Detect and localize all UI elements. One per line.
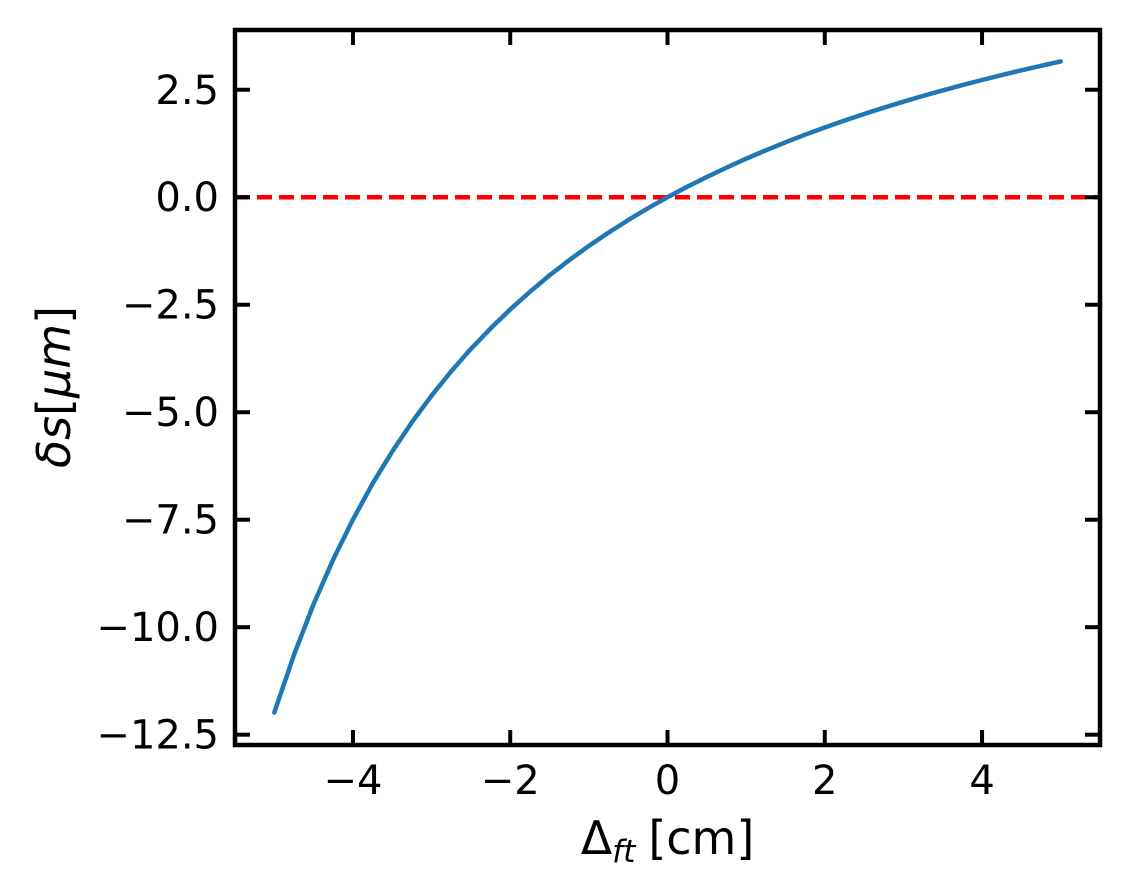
- y-tick-label: 0.0: [155, 175, 219, 221]
- y-tick-label: −10.0: [96, 605, 219, 651]
- y-tick-label: −7.5: [122, 498, 219, 544]
- x-axis-label-symbol: Δ: [580, 811, 613, 865]
- y-axis-label-close-bracket: ]: [27, 305, 81, 324]
- x-axis-label-subscript: ft: [612, 833, 636, 870]
- y-axis-label: δs[μm]: [24, 187, 84, 587]
- y-axis-label-open-bracket: [: [27, 397, 81, 416]
- plot-border: [232, 27, 1103, 748]
- y-tick-label: −2.5: [122, 283, 219, 329]
- x-tick-label: −4: [323, 758, 382, 804]
- y-axis-label-unit: μm: [27, 323, 81, 398]
- y-tick-label: 2.5: [155, 68, 219, 114]
- y-axis-label-symbol: δs: [27, 415, 81, 469]
- x-axis-label-unit: [cm]: [648, 811, 755, 865]
- x-tick-label: −2: [481, 758, 540, 804]
- x-tick-label: 0: [655, 758, 680, 804]
- y-tick-label: −12.5: [96, 713, 219, 759]
- x-tick-label: 2: [812, 758, 837, 804]
- y-tick-label: −5.0: [122, 390, 219, 436]
- x-axis-label: Δft [cm]: [235, 806, 1100, 870]
- delta-s-curve: [272, 59, 1063, 715]
- x-tick-label: 4: [969, 758, 994, 804]
